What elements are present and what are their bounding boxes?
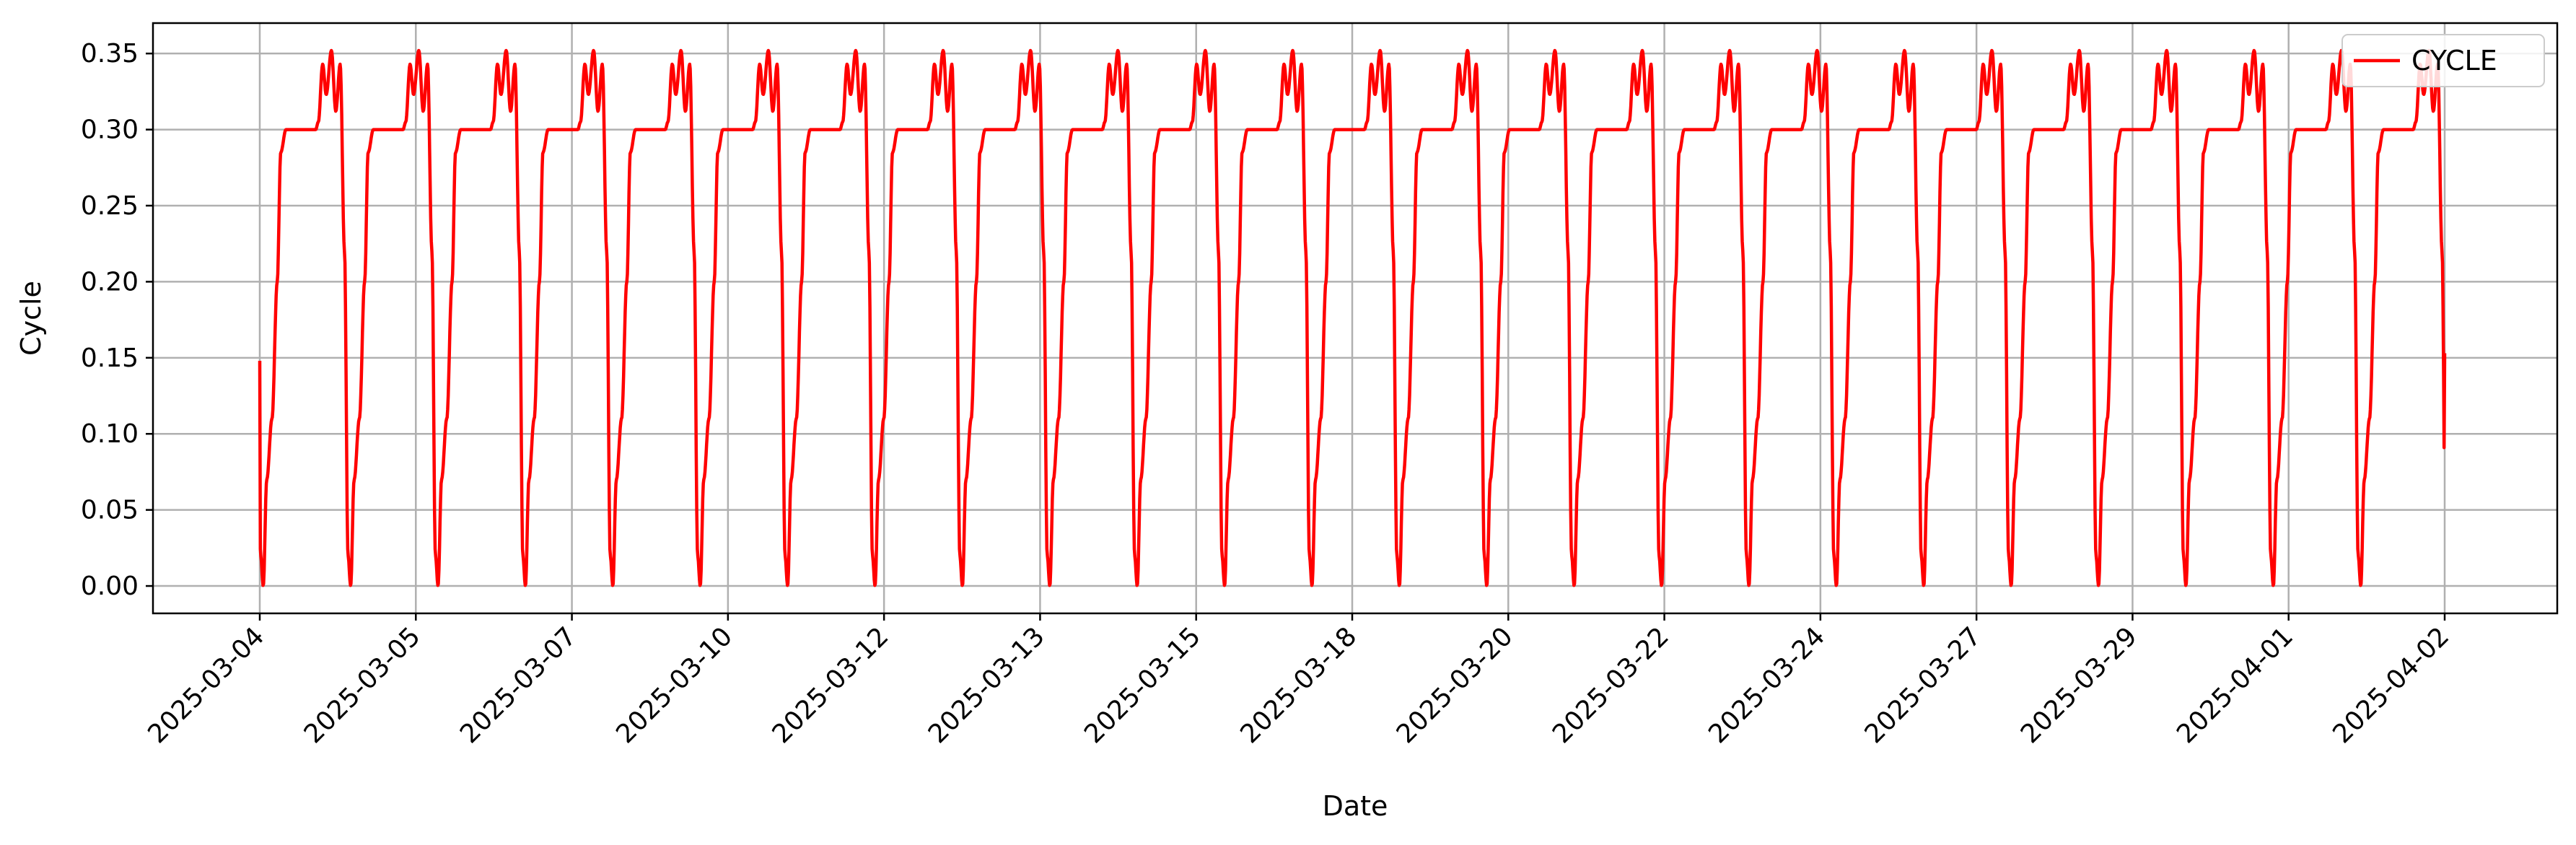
x-tick-label: 2025-03-05 [299,621,426,749]
y-axis-title: Cycle [15,281,47,356]
x-tick-label: 2025-03-15 [1079,621,1206,749]
legend-label-cycle: CYCLE [2411,45,2497,76]
x-tick-label: 2025-04-01 [2171,621,2299,749]
x-tick-label: 2025-03-10 [610,621,738,749]
y-tick-label: 0.35 [81,39,139,69]
y-tick-label: 0.25 [81,191,139,221]
y-tick-label: 0.10 [81,419,139,449]
x-tick-label: 2025-03-27 [1859,621,1987,749]
legend: CYCLE [2341,34,2545,87]
grid-lines [153,23,2557,613]
x-tick-label: 2025-04-02 [2327,621,2455,749]
x-tick-label: 2025-03-29 [2015,621,2143,749]
x-tick-label: 2025-03-24 [1703,621,1831,749]
x-axis-title: Date [1323,790,1388,822]
x-axis: 2025-03-04 2025-03-05 2025-03-07 2025-03-10… [142,613,2455,749]
y-tick-label: 0.30 [81,115,139,145]
x-tick-label: 2025-03-07 [455,621,582,749]
x-tick-label: 2025-03-22 [1547,621,1675,749]
y-tick-label: 0.05 [81,496,139,525]
x-tick-label: 2025-03-13 [923,621,1051,749]
legend-box [2341,34,2545,87]
y-tick-label: 0.15 [81,343,139,373]
x-tick-label: 2025-03-12 [767,621,895,749]
y-tick-label: 0.20 [81,267,139,297]
x-tick-label: 2025-03-20 [1391,621,1519,749]
x-tick-label: 2025-03-18 [1235,621,1362,749]
series-line-cycle [258,48,2447,587]
y-tick-label: 0.00 [81,572,139,601]
x-tick-label: 2025-03-04 [142,621,270,749]
y-axis: 0.00 0.05 0.10 0.15 0.20 0.25 0.30 0.35 [81,39,153,601]
plot-frame [152,22,2559,615]
